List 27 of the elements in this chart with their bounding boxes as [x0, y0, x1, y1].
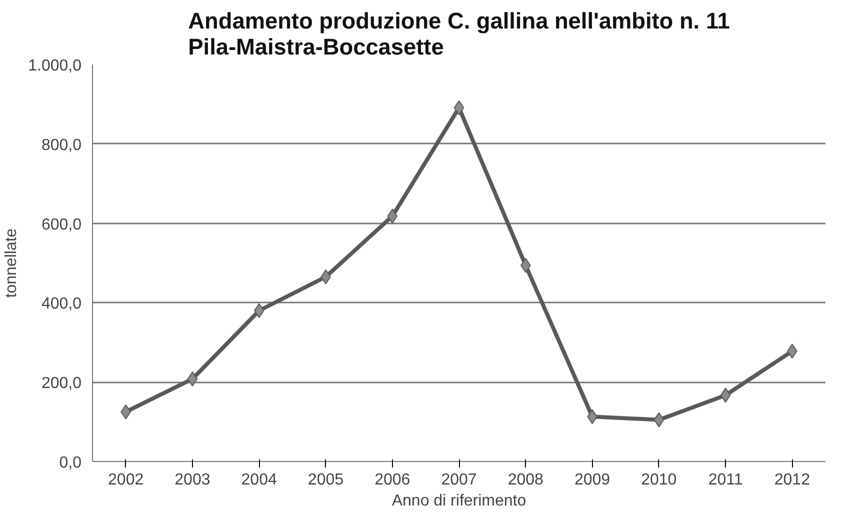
- x-tick-label: 2011: [708, 472, 743, 488]
- x-tick-label: 2010: [641, 472, 677, 488]
- point: [187, 371, 198, 386]
- y-tick-label: 600,0: [41, 216, 82, 234]
- x-tick-label: 2003: [174, 472, 210, 488]
- point: [720, 388, 731, 403]
- y-tick-label: 1.000,0: [28, 58, 82, 74]
- x-tick-label: 2002: [108, 472, 144, 488]
- x-tick-label: 2005: [308, 472, 344, 488]
- x-tick-label: 2007: [441, 472, 477, 488]
- chart-title: Andamento produzione C. gallina nell'ambito n. 11 Pila-Maistra-Boccasette: [188, 8, 730, 60]
- x-tick-label: 2009: [574, 472, 610, 488]
- y-tick-label: 400,0: [41, 296, 82, 313]
- point: [387, 208, 398, 224]
- point: [520, 258, 531, 273]
- x-tick-label: 2004: [241, 472, 277, 488]
- y-axis-title: tonnellate: [3, 228, 20, 298]
- x-axis-title: Anno di riferimento: [392, 492, 526, 510]
- point: [454, 100, 464, 116]
- y-tick-label: 200,0: [41, 375, 82, 392]
- y-tick-label: 800,0: [41, 136, 82, 154]
- point: [654, 412, 664, 428]
- x-tick-label: 2006: [374, 472, 410, 488]
- x-tick-label: 2012: [774, 472, 810, 488]
- y-tick-label: 0,0: [59, 454, 82, 472]
- x-tick-label: 2008: [508, 472, 544, 488]
- point: [254, 303, 264, 318]
